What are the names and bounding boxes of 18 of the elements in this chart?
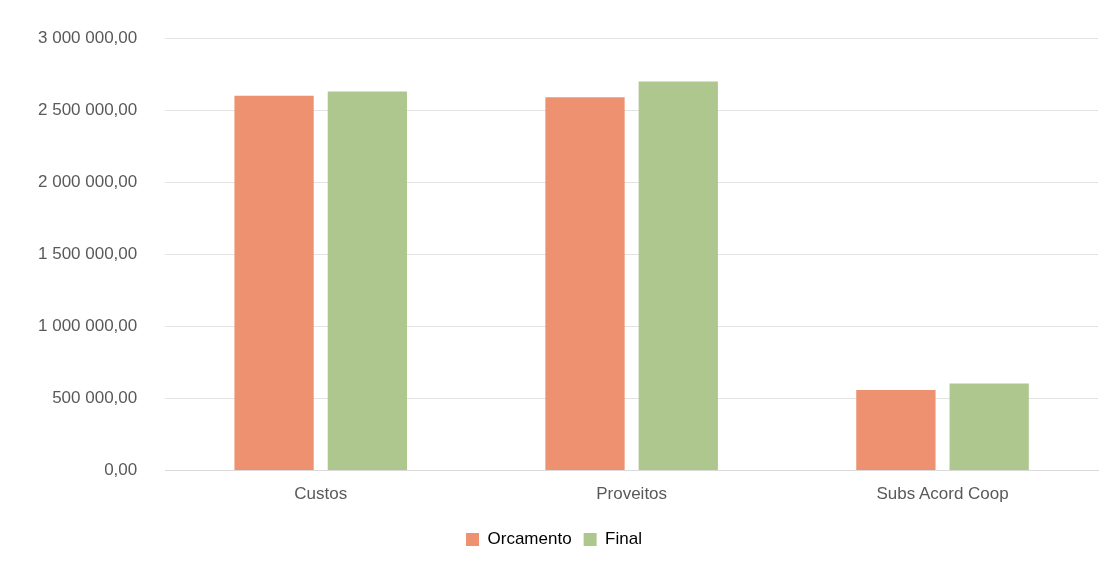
y-tick-label: 1 000 000,00	[38, 316, 138, 336]
y-tick-label: 1 500 000,00	[38, 244, 138, 264]
bar	[545, 97, 625, 471]
y-tick-label: 3 000 000,00	[38, 27, 138, 47]
y-tick-label: 2 000 000,00	[38, 172, 138, 192]
x-tick-label: Custos	[294, 484, 348, 504]
bar	[327, 91, 407, 471]
y-tick-label: 2 500 000,00	[38, 99, 138, 119]
y-tick-label: 0,00	[104, 460, 138, 480]
bar	[949, 383, 1029, 471]
bar	[234, 95, 314, 471]
legend-label: Orcamento	[487, 529, 572, 549]
y-tick-label: 500 000,00	[52, 388, 138, 408]
x-tick-label: Subs Acord Coop	[876, 484, 1009, 504]
bar	[856, 389, 936, 471]
x-tick-label: Proveitos	[596, 484, 668, 504]
legend-label: Final	[605, 529, 642, 549]
bar	[638, 81, 718, 471]
